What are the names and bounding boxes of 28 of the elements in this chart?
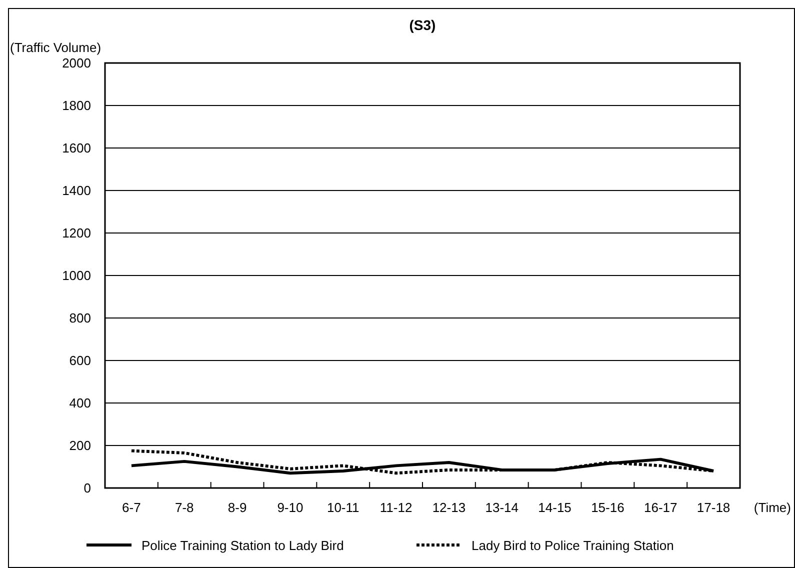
x-tick-label: 13-14 (485, 500, 518, 515)
x-tick-label: 7-8 (174, 500, 194, 515)
x-tick-label: 11-12 (380, 500, 412, 515)
y-tick-label: 600 (69, 353, 91, 368)
legend-label: Police Training Station to Lady Bird (142, 538, 344, 553)
y-tick-label: 400 (69, 396, 91, 411)
y-tick-label: 800 (69, 310, 91, 326)
x-tick-label: 6-7 (122, 500, 141, 515)
x-tick-label: 16-17 (644, 500, 678, 515)
y-tick-label: 1800 (62, 98, 91, 114)
y-tick-label: 2000 (62, 56, 91, 71)
y-axis-title: (Traffic Volume) (10, 40, 102, 55)
legend-label: Lady Bird to Police Training Station (472, 538, 674, 553)
x-tick-label: 9-10 (277, 500, 304, 515)
x-tick-label: 15-16 (591, 500, 624, 515)
y-tick-label: 1200 (62, 226, 91, 241)
y-tick-label: 1600 (62, 140, 91, 156)
x-tick-label: 12-13 (432, 500, 466, 515)
x-tick-label: 17-18 (696, 500, 730, 515)
chart-title: (S3) (409, 17, 436, 33)
x-axis-title: (Time) (754, 500, 791, 515)
x-tick-label: 14-15 (538, 500, 572, 515)
y-tick-label: 1000 (62, 268, 91, 284)
y-tick-label: 200 (69, 438, 91, 454)
y-tick-label: 0 (84, 480, 91, 496)
y-tick-label: 1400 (62, 183, 91, 198)
x-tick-label: 10-11 (326, 500, 360, 515)
x-tick-label: 8-9 (228, 500, 247, 515)
